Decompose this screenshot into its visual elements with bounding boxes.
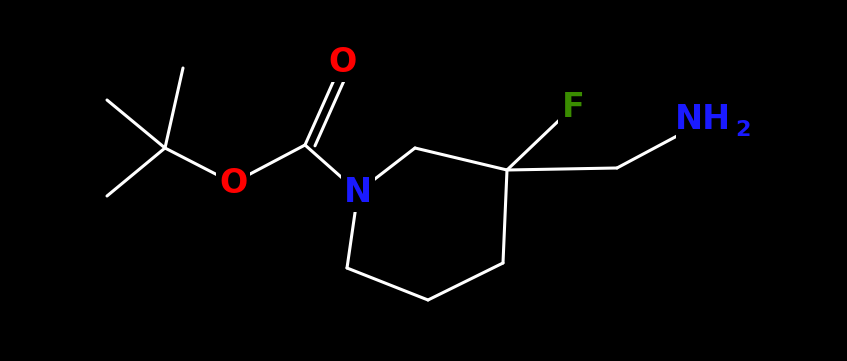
Text: NH: NH (679, 104, 735, 136)
Text: O: O (219, 166, 247, 200)
Text: NH: NH (675, 104, 731, 136)
Text: F: F (562, 91, 584, 123)
Text: N: N (344, 175, 372, 209)
Text: 2: 2 (735, 120, 750, 140)
Text: O: O (328, 45, 356, 78)
Text: O: O (219, 166, 247, 200)
Text: N: N (344, 175, 372, 209)
Text: O: O (328, 45, 356, 78)
Text: F: F (562, 91, 584, 123)
